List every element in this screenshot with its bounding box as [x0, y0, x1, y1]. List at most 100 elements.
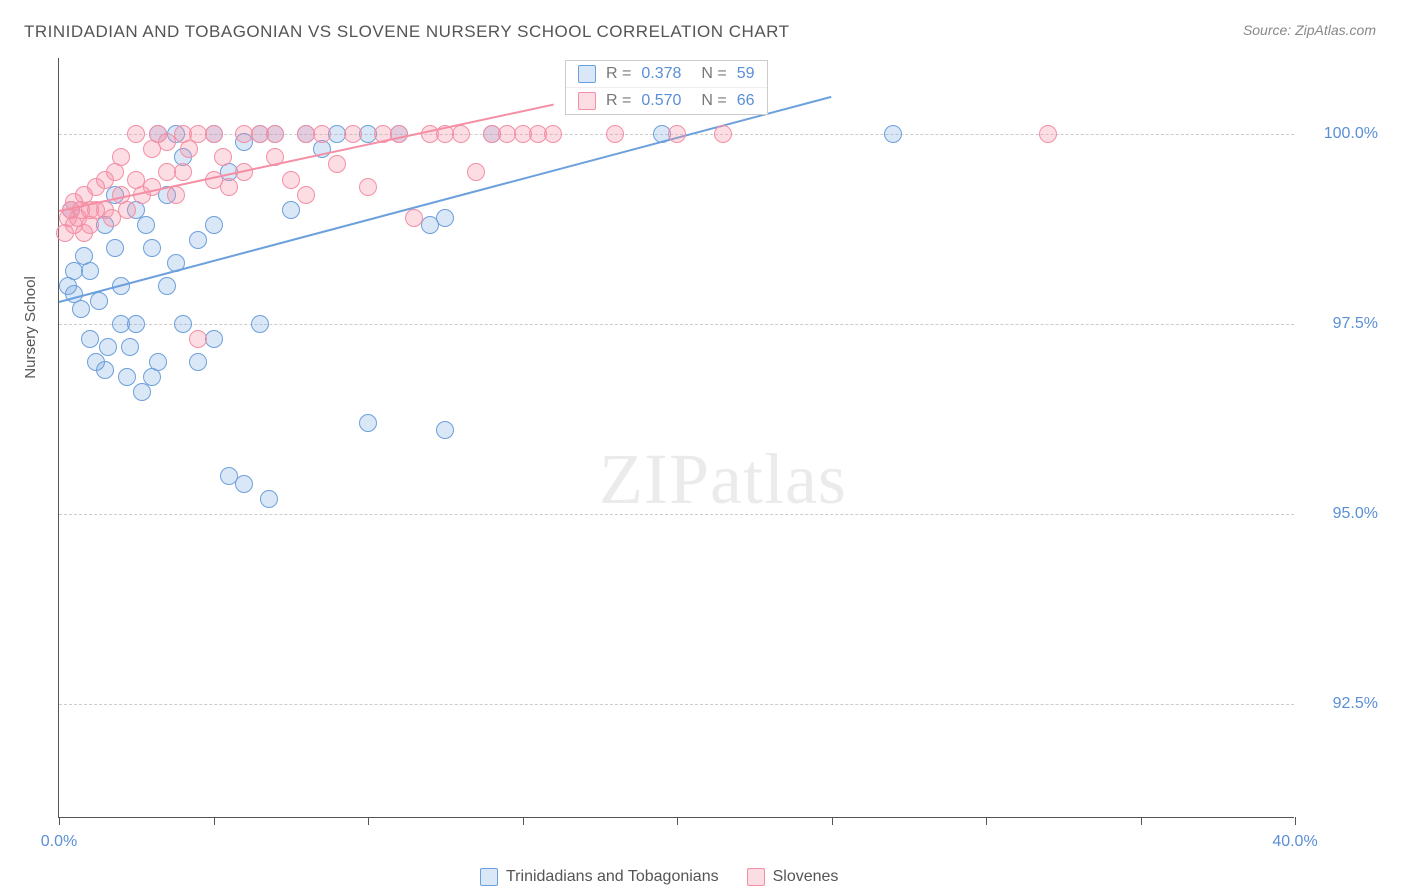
data-point [251, 315, 269, 333]
data-point [143, 178, 161, 196]
gridline [59, 704, 1294, 705]
plot-area: ZIPatlas 92.5%95.0%97.5%100.0%0.0%40.0% [58, 58, 1294, 818]
data-point [544, 125, 562, 143]
y-tick-label: 92.5% [1333, 695, 1378, 713]
r-label: R = [606, 92, 631, 110]
x-tick [1295, 817, 1296, 825]
data-point [452, 125, 470, 143]
data-point [467, 163, 485, 181]
data-point [328, 155, 346, 173]
chart-container: TRINIDADIAN AND TOBAGONIAN VS SLOVENE NU… [0, 0, 1406, 892]
data-point [260, 490, 278, 508]
watermark: ZIPatlas [599, 438, 847, 521]
data-point [359, 414, 377, 432]
x-tick [214, 817, 215, 825]
data-point [137, 216, 155, 234]
n-value: 59 [737, 65, 755, 83]
data-point [149, 353, 167, 371]
legend-item: Trinidadians and Tobagonians [480, 868, 719, 886]
r-value: 0.378 [641, 65, 681, 83]
data-point [81, 330, 99, 348]
data-point [205, 330, 223, 348]
data-point [297, 186, 315, 204]
data-point [205, 125, 223, 143]
y-tick-label: 97.5% [1333, 315, 1378, 333]
data-point [99, 338, 117, 356]
data-point [390, 125, 408, 143]
data-point [405, 209, 423, 227]
legend-stat-row: R =0.570N =66 [566, 88, 767, 114]
chart-title: TRINIDADIAN AND TOBAGONIAN VS SLOVENE NU… [24, 22, 790, 42]
data-point [189, 330, 207, 348]
n-label: N = [701, 65, 726, 83]
data-point [359, 178, 377, 196]
x-tick-label: 40.0% [1272, 833, 1317, 851]
y-tick-label: 100.0% [1324, 125, 1378, 143]
x-tick [523, 817, 524, 825]
correlation-legend: R =0.378N =59R =0.570N =66 [565, 60, 768, 115]
legend-swatch [578, 65, 596, 83]
data-point [118, 201, 136, 219]
data-point [81, 262, 99, 280]
data-point [118, 368, 136, 386]
n-value: 66 [737, 92, 755, 110]
data-point [96, 361, 114, 379]
series-legend: Trinidadians and Tobagonians Slovenes [480, 868, 838, 886]
data-point [72, 300, 90, 318]
data-point [436, 421, 454, 439]
data-point [90, 292, 108, 310]
legend-item: Slovenes [747, 868, 839, 886]
x-tick [986, 817, 987, 825]
legend-swatch [578, 92, 596, 110]
x-tick [832, 817, 833, 825]
data-point [214, 148, 232, 166]
data-point [714, 125, 732, 143]
source-attribution: Source: ZipAtlas.com [1243, 22, 1376, 38]
x-tick [1141, 817, 1142, 825]
n-label: N = [701, 92, 726, 110]
data-point [344, 125, 362, 143]
data-point [884, 125, 902, 143]
data-point [668, 125, 686, 143]
gridline [59, 324, 1294, 325]
data-point [189, 353, 207, 371]
y-axis-label: Nursery School [22, 276, 39, 379]
data-point [189, 231, 207, 249]
data-point [220, 178, 238, 196]
data-point [205, 216, 223, 234]
data-point [167, 186, 185, 204]
data-point [1039, 125, 1057, 143]
gridline [59, 514, 1294, 515]
x-tick [677, 817, 678, 825]
watermark-zip: ZIP [599, 439, 710, 519]
legend-swatch [747, 868, 765, 886]
data-point [127, 125, 145, 143]
x-tick [59, 817, 60, 825]
data-point [436, 209, 454, 227]
data-point [143, 239, 161, 257]
x-tick-label: 0.0% [41, 833, 77, 851]
data-point [121, 338, 139, 356]
legend-label: Trinidadians and Tobagonians [506, 868, 719, 886]
data-point [174, 315, 192, 333]
data-point [282, 171, 300, 189]
data-point [127, 315, 145, 333]
data-point [266, 125, 284, 143]
data-point [282, 201, 300, 219]
data-point [235, 475, 253, 493]
data-point [174, 163, 192, 181]
data-point [180, 140, 198, 158]
data-point [313, 125, 331, 143]
data-point [606, 125, 624, 143]
legend-label: Slovenes [773, 868, 839, 886]
watermark-atlas: atlas [710, 439, 847, 519]
legend-stat-row: R = 0.378 N = 59 [566, 61, 767, 88]
data-point [106, 239, 124, 257]
data-point [112, 148, 130, 166]
data-point [133, 383, 151, 401]
x-tick [368, 817, 369, 825]
legend-swatch [480, 868, 498, 886]
y-tick-label: 95.0% [1333, 505, 1378, 523]
data-point [158, 277, 176, 295]
r-label: R = [606, 65, 631, 83]
